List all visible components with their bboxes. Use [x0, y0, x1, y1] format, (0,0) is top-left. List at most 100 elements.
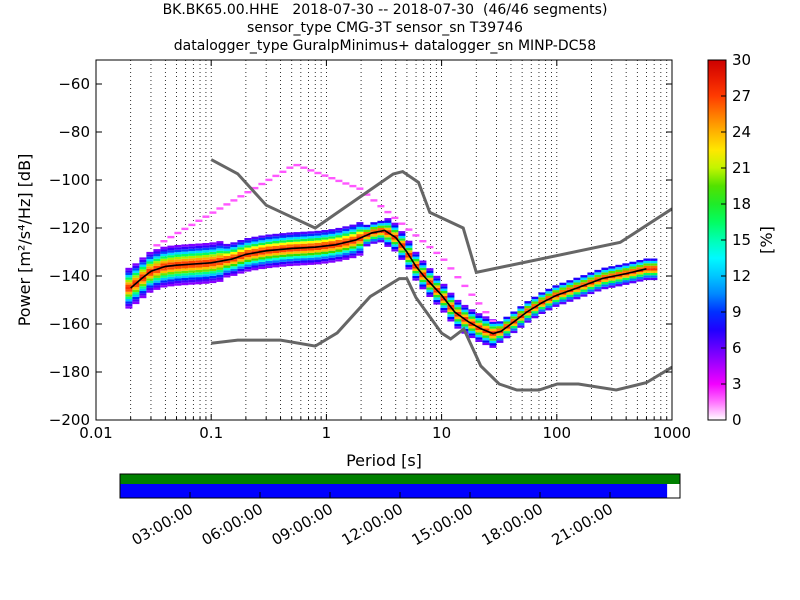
density-cell	[531, 315, 539, 319]
density-cell	[251, 239, 259, 242]
density-cell	[209, 251, 217, 255]
density-cell	[188, 282, 196, 285]
density-cell	[265, 256, 273, 259]
density-cell	[244, 242, 252, 246]
density-cell	[153, 261, 161, 264]
density-cell	[293, 239, 301, 242]
density-cell	[426, 285, 434, 288]
density-cell	[209, 256, 217, 260]
density-cell	[188, 265, 196, 268]
density-cell	[608, 280, 616, 283]
density-cell	[419, 277, 427, 280]
density-cell	[454, 326, 462, 329]
density-cell	[272, 233, 280, 237]
density-cell	[419, 282, 427, 285]
density-cell	[552, 292, 560, 295]
density-cell	[279, 252, 287, 255]
density-cell	[167, 279, 175, 282]
density-cell	[146, 256, 154, 260]
density-cell	[125, 275, 133, 278]
density-cell	[342, 231, 350, 234]
density-cell	[237, 242, 245, 245]
density-cell	[230, 259, 238, 262]
density-cell	[412, 261, 420, 264]
density-cell	[524, 301, 532, 304]
density-cell	[573, 284, 581, 288]
density-cell	[132, 301, 140, 305]
density-cell	[433, 299, 441, 303]
density-cell	[405, 247, 413, 251]
density-cell	[629, 264, 637, 267]
density-cell	[356, 250, 364, 254]
density-cell	[335, 230, 343, 233]
density-cell	[531, 308, 539, 312]
density-cell	[188, 246, 196, 249]
density-cell	[643, 265, 651, 269]
density-cell	[125, 294, 133, 297]
density-cell	[279, 233, 287, 236]
density-cell	[328, 250, 336, 254]
density-cell	[188, 272, 196, 276]
density-cell	[496, 326, 504, 329]
colorbar-tick-label: 15	[732, 231, 751, 249]
density-cell	[636, 264, 644, 268]
density-cell	[566, 285, 574, 288]
density-cell	[174, 278, 182, 281]
density-cell	[622, 282, 630, 285]
density-cell	[125, 291, 133, 295]
density-cell	[391, 246, 399, 250]
plot-frame	[95, 59, 673, 421]
density-cell	[160, 273, 168, 276]
density-cell	[307, 240, 315, 244]
density-cell	[412, 256, 420, 259]
density-cell	[286, 258, 294, 262]
density-cell	[251, 253, 259, 256]
density-cell	[139, 295, 147, 299]
density-cell	[216, 248, 224, 251]
density-cell	[139, 257, 147, 260]
density-cell	[342, 238, 350, 241]
density-cell	[335, 232, 343, 236]
density-cell	[139, 281, 147, 284]
density-cell	[370, 239, 378, 242]
density-cell	[496, 328, 504, 331]
density-cell	[391, 239, 399, 242]
density-cell	[391, 232, 399, 235]
density-cell	[510, 325, 518, 329]
density-cell	[524, 308, 532, 311]
density-cell	[258, 247, 266, 250]
mode-curve	[130, 229, 647, 335]
density-cell	[335, 247, 343, 250]
density-cell	[370, 227, 378, 230]
density-cell	[209, 273, 217, 276]
density-cell	[223, 255, 231, 259]
density-cells	[125, 163, 658, 348]
density-cell	[286, 239, 294, 243]
density-cell	[328, 233, 336, 237]
density-cell	[342, 245, 350, 248]
coverage-tick-label: 15:00:00	[409, 500, 476, 549]
density-cell	[531, 299, 539, 302]
density-cell	[496, 335, 504, 339]
density-cell	[356, 241, 364, 244]
density-cell	[447, 316, 455, 320]
colorbar-tick-label: 12	[732, 267, 751, 285]
density-cell	[412, 268, 420, 271]
density-cell	[517, 311, 525, 314]
density-cell	[398, 233, 406, 236]
density-cell	[517, 313, 525, 316]
coverage-tick-label: 21:00:00	[549, 500, 616, 549]
density-cell	[349, 224, 357, 227]
density-cell	[174, 231, 182, 235]
density-cell	[293, 263, 301, 266]
density-cell	[419, 265, 427, 268]
density-cell	[461, 316, 469, 320]
density-cell	[272, 253, 280, 256]
density-cell	[251, 186, 259, 190]
density-cell	[573, 289, 581, 293]
density-cell	[181, 273, 189, 276]
density-cell	[524, 305, 532, 309]
density-cell	[447, 297, 455, 300]
density-cell	[594, 274, 602, 278]
density-cell	[300, 260, 308, 263]
